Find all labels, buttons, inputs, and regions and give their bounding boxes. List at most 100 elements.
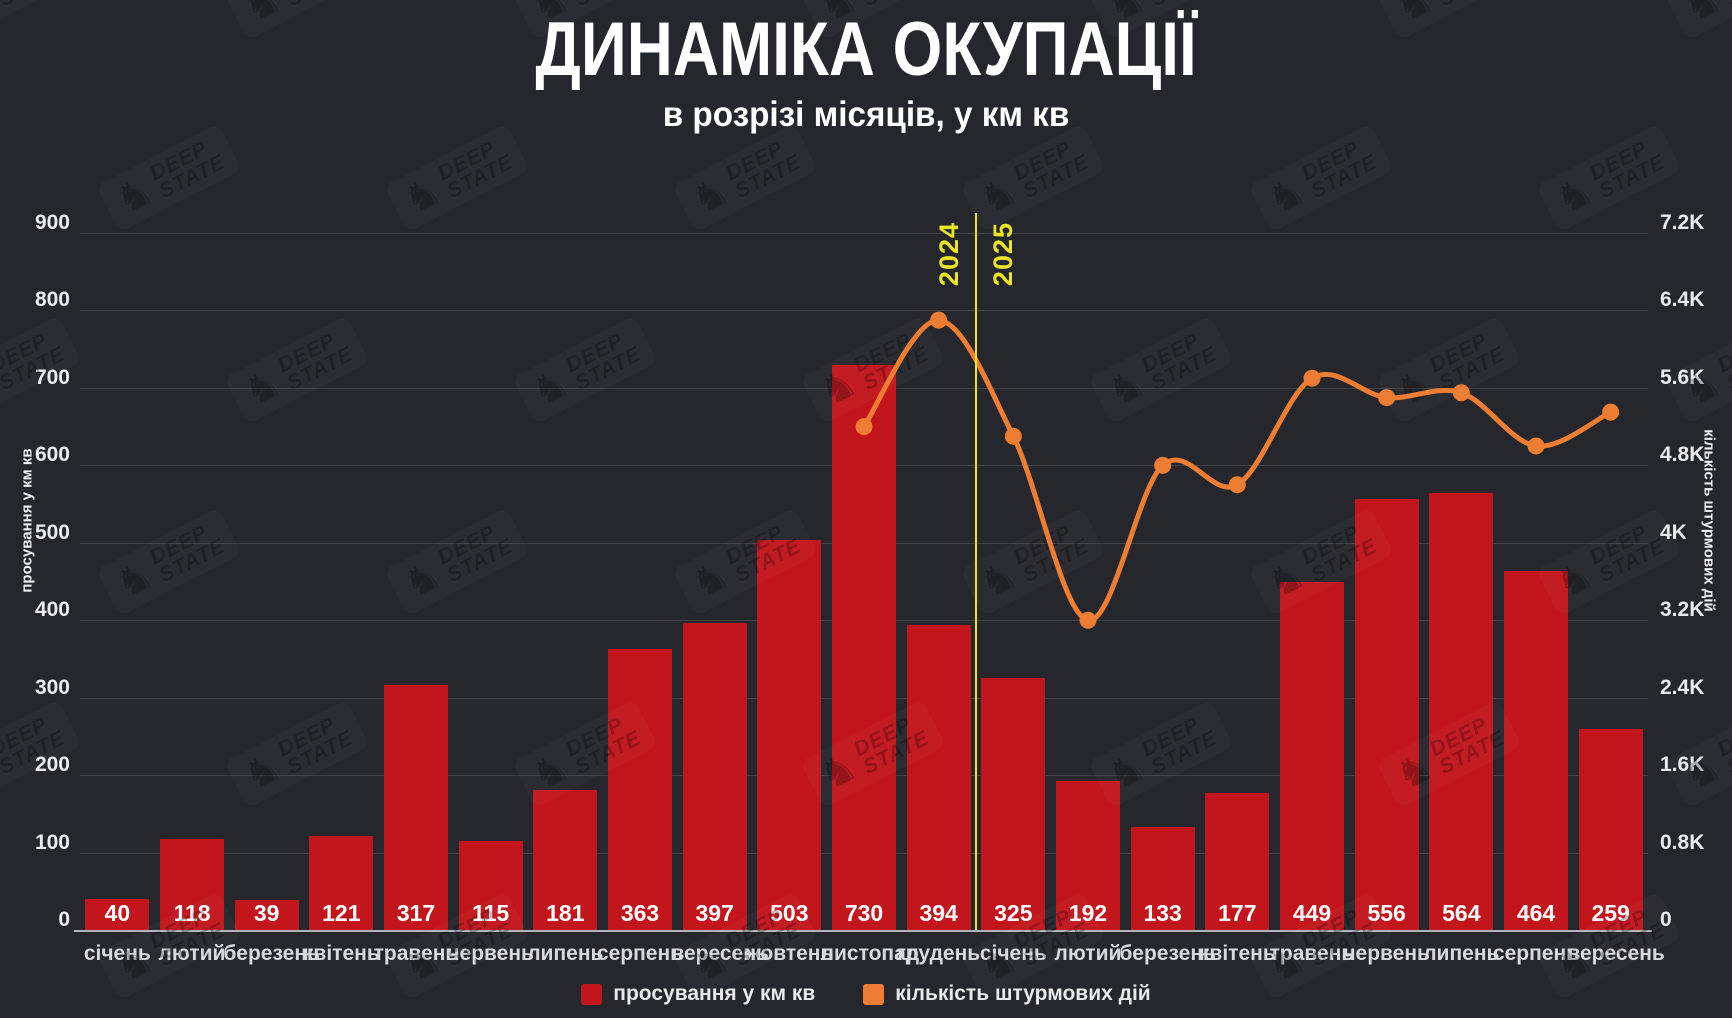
advance-bar <box>906 624 971 930</box>
month-label: червень <box>1343 942 1430 965</box>
advance-bar <box>1578 729 1643 930</box>
bar-value-label: 564 <box>1442 900 1481 926</box>
month-label: травень <box>373 942 459 965</box>
legend: просування у км кв кількість штурмових ді… <box>0 982 1732 1006</box>
month-label: березень <box>1119 942 1216 965</box>
bar-value-label: 40 <box>104 900 131 926</box>
page-title: ДИНАМІКА ОКУПАЦІЇ <box>535 7 1197 92</box>
bar-value-label: 192 <box>1068 900 1108 926</box>
bar-value-label: 121 <box>322 900 361 926</box>
month-label: серпень <box>1492 942 1580 965</box>
gridline <box>80 310 1648 312</box>
month-label: серпень <box>596 942 684 965</box>
left-axis-tick: 600 <box>34 443 70 467</box>
bar-value-label: 118 <box>173 900 211 926</box>
advance-bar <box>160 838 224 930</box>
month-label: грудень <box>897 942 981 965</box>
left-axis-tick: 0 <box>58 908 70 931</box>
month-label: листопад <box>820 942 920 965</box>
right-axis-tick: 1.6K <box>1660 753 1705 777</box>
header: ДИНАМІКА ОКУПАЦІЇ в розрізі місяців, у к… <box>0 0 1732 135</box>
advance-bar <box>234 899 299 930</box>
bar-value-label: 394 <box>919 900 958 926</box>
month-label: січень <box>979 942 1047 965</box>
legend-swatch <box>581 983 603 1005</box>
advance-bar <box>458 840 523 930</box>
advance-bar <box>832 364 896 930</box>
advance-bar <box>981 678 1046 930</box>
year-divider-line <box>975 213 977 930</box>
legend-label: кількість штурмових дій <box>895 982 1151 1005</box>
left-axis-title: просування у км кв <box>18 448 36 593</box>
advance-bar <box>1205 792 1270 930</box>
right-axis-tick: 4.8K <box>1660 443 1705 467</box>
bar-value-label: 133 <box>1143 900 1182 926</box>
legend-label: просування у км кв <box>613 982 816 1005</box>
advance-bar <box>1504 570 1568 930</box>
bar-value-label: 397 <box>695 900 734 926</box>
advance-bar <box>682 622 747 930</box>
bar-value-label: 317 <box>396 900 436 926</box>
assaults-data-point <box>1228 476 1246 494</box>
right-axis-tick: 0 <box>1660 908 1672 931</box>
x-axis-baseline <box>74 930 1652 932</box>
gridline <box>80 233 1648 234</box>
bar-value-label: 503 <box>770 900 809 926</box>
advance-bar <box>309 836 374 930</box>
month-label: березень <box>223 942 320 965</box>
bar-value-label: 449 <box>1292 900 1332 926</box>
advance-bar <box>1429 493 1494 930</box>
year-label-2024: 2024 <box>934 222 964 287</box>
legend-item: кількість штурмових дій <box>863 982 1151 1006</box>
bar-value-label: 181 <box>546 900 585 926</box>
month-label: червень <box>447 942 534 965</box>
advance-bar <box>1280 582 1344 930</box>
right-axis-title: кількість штурмових дій <box>1700 429 1718 612</box>
bar-value-label: 363 <box>620 900 660 926</box>
assaults-data-point <box>1154 456 1172 474</box>
advance-bar <box>1130 826 1195 930</box>
assaults-data-point <box>1602 403 1620 421</box>
month-label: липень <box>527 942 604 965</box>
right-axis-tick: 0.8K <box>1660 830 1705 854</box>
legend-swatch <box>863 983 885 1005</box>
month-label: січень <box>83 942 151 965</box>
advance-bar <box>533 789 598 930</box>
left-axis-tick: 700 <box>34 365 70 389</box>
right-axis-tick: 7.2K <box>1660 211 1705 234</box>
advance-bar <box>1354 499 1419 930</box>
advance-bar <box>384 684 448 930</box>
assaults-data-point <box>1079 611 1097 629</box>
assaults-data-point <box>1452 384 1470 402</box>
bar-value-label: 464 <box>1516 900 1556 926</box>
left-axis-tick: 200 <box>34 753 70 777</box>
month-label: лютий <box>158 942 226 965</box>
advance-bar <box>757 540 822 930</box>
page-subtitle: в розрізі місяців, у км кв <box>662 95 1070 134</box>
bar-value-label: 556 <box>1367 900 1406 926</box>
month-label: травень <box>1269 942 1355 965</box>
right-axis-tick: 5.6K <box>1660 365 1705 389</box>
advance-bar <box>85 899 150 930</box>
bar-value-label: 259 <box>1591 900 1630 926</box>
month-label: вересень <box>671 942 769 965</box>
assaults-data-point <box>1303 369 1321 387</box>
left-axis-tick: 400 <box>34 598 70 622</box>
assaults-data-point <box>1527 437 1545 455</box>
bar-value-label: 177 <box>1218 900 1257 926</box>
month-label: квітень <box>302 942 380 965</box>
month-label: квітень <box>1198 942 1276 965</box>
left-axis-tick: 300 <box>34 675 70 699</box>
right-axis-tick: 6.4K <box>1660 288 1705 312</box>
month-label: вересень <box>1567 942 1665 965</box>
assaults-data-point <box>855 418 873 436</box>
month-label: лютий <box>1054 942 1122 965</box>
bar-value-label: 115 <box>472 900 510 926</box>
year-label-2025: 2025 <box>988 222 1018 287</box>
bar-value-label: 730 <box>844 900 884 926</box>
left-axis-tick: 500 <box>34 520 70 544</box>
left-axis-tick: 800 <box>34 288 70 312</box>
advance-bar <box>608 648 672 930</box>
